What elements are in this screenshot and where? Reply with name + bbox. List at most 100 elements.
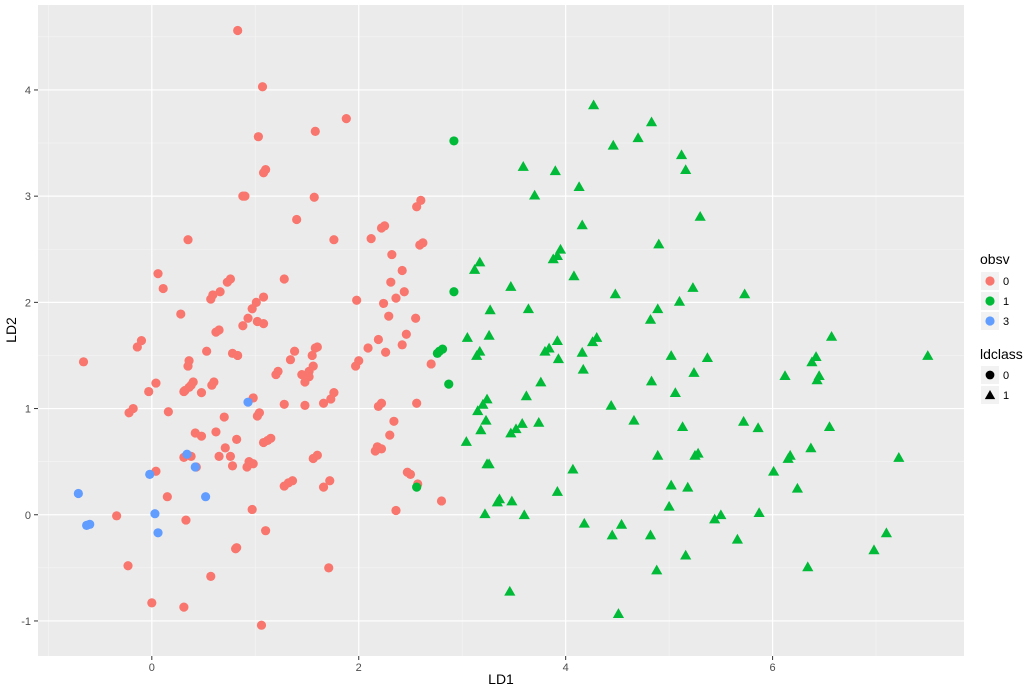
data-point-triangle: [477, 398, 489, 409]
data-point-circle: [378, 298, 389, 309]
data-point-triangle: [644, 313, 657, 324]
y-axis-title: LD2: [3, 317, 19, 343]
legend-label-obsv: 3: [1003, 316, 1009, 328]
data-point-circle: [399, 287, 409, 297]
legends: obsv 0 1 3 ldclass 0 1: [980, 251, 1023, 404]
data-point-triangle: [652, 303, 664, 314]
data-point-triangle: [782, 453, 794, 463]
data-point-circle: [351, 361, 361, 371]
data-point-circle: [266, 433, 276, 443]
data-point-triangle: [576, 219, 588, 230]
data-point-circle: [214, 451, 224, 461]
data-point-circle: [243, 313, 253, 323]
data-point-circle: [258, 318, 269, 329]
data-point-circle: [252, 411, 262, 421]
data-point-circle: [232, 543, 242, 553]
data-point-circle: [363, 343, 373, 353]
data-point-circle: [243, 397, 253, 407]
data-point-triangle: [567, 463, 579, 474]
data-point-triangle: [680, 164, 692, 175]
legend-title-obsv: obsv: [980, 251, 1010, 267]
data-point-circle: [309, 192, 319, 202]
data-point-circle: [215, 287, 225, 297]
data-point-circle: [397, 340, 407, 350]
data-point-circle: [150, 509, 160, 519]
data-point-triangle: [522, 303, 535, 314]
data-point-circle: [310, 126, 320, 136]
legend-label-obsv: 0: [1003, 276, 1009, 288]
y-axis-ticks: -1 0 1 2 3 4: [21, 85, 38, 628]
data-point-circle: [151, 378, 161, 388]
data-point-circle: [184, 356, 194, 366]
data-point-triangle: [644, 529, 657, 540]
data-point-triangle: [880, 527, 893, 538]
data-point-triangle: [606, 529, 618, 540]
data-point-circle: [162, 492, 172, 502]
data-point-circle: [242, 462, 252, 472]
data-point-triangle: [715, 509, 727, 520]
data-point-circle: [391, 505, 401, 516]
data-point-circle: [258, 168, 269, 178]
data-point-circle: [381, 347, 391, 357]
data-point-circle: [123, 561, 133, 571]
data-point-triangle: [609, 288, 621, 299]
data-point-circle: [391, 293, 401, 303]
data-point-triangle: [628, 414, 640, 425]
data-point-circle: [318, 482, 329, 492]
data-point-circle: [225, 451, 236, 461]
data-point-circle: [261, 526, 271, 536]
data-point-circle: [232, 434, 242, 444]
legend-key-obsv: [985, 276, 995, 286]
data-point-circle: [418, 238, 428, 248]
data-point-triangle: [802, 561, 814, 572]
data-point-circle: [341, 114, 351, 124]
data-point-circle: [325, 476, 335, 486]
data-point-triangle: [586, 336, 599, 347]
major-gridlines: [38, 5, 964, 656]
data-point-circle: [78, 357, 89, 367]
x-tick-label: 0: [149, 662, 155, 674]
data-point-triangle: [529, 189, 541, 200]
data-point-circle: [183, 235, 193, 245]
data-point-circle: [318, 398, 329, 408]
data-point-triangle: [461, 332, 473, 342]
data-point-circle: [202, 346, 212, 356]
data-point-triangle: [480, 414, 492, 425]
data-point-triangle: [669, 387, 681, 398]
data-point-triangle: [607, 139, 619, 150]
data-point-circle: [222, 277, 232, 287]
data-point-circle: [190, 462, 200, 472]
legend-label-ldclass: 0: [1003, 370, 1009, 382]
data-point-circle: [112, 511, 122, 521]
data-point-triangle: [506, 495, 518, 506]
y-tick-label: 2: [25, 297, 31, 309]
x-tick-label: 4: [563, 662, 569, 674]
data-point-circle: [182, 449, 192, 459]
y-tick-label: 0: [25, 510, 31, 522]
data-point-circle: [437, 344, 448, 354]
legend-key-obsv: [985, 316, 995, 326]
data-point-triangle: [645, 116, 658, 127]
data-point-triangle: [460, 436, 472, 446]
legend-key-circle: [985, 370, 995, 380]
data-point-triangle: [479, 508, 491, 519]
data-point-triangle: [568, 270, 580, 281]
data-point-circle: [271, 369, 281, 380]
x-axis-ticks: 0 2 4 6: [149, 656, 776, 674]
data-point-triangle: [471, 350, 483, 360]
data-point-circle: [412, 398, 422, 408]
data-point-triangle: [825, 330, 838, 341]
data-point-triangle: [652, 449, 664, 460]
y-tick-label: -1: [21, 616, 31, 628]
data-point-circle: [247, 504, 257, 515]
data-point-triangle: [682, 481, 694, 492]
data-point-triangle: [505, 427, 517, 438]
data-point-triangle: [573, 181, 585, 192]
data-point-triangle: [475, 424, 487, 435]
data-point-triangle: [701, 352, 714, 363]
data-point-circle: [196, 431, 207, 441]
data-point-triangle: [791, 482, 804, 493]
legend-title-ldclass: ldclass: [980, 346, 1023, 362]
data-point-triangle: [518, 509, 530, 520]
data-point-triangle: [474, 256, 486, 267]
